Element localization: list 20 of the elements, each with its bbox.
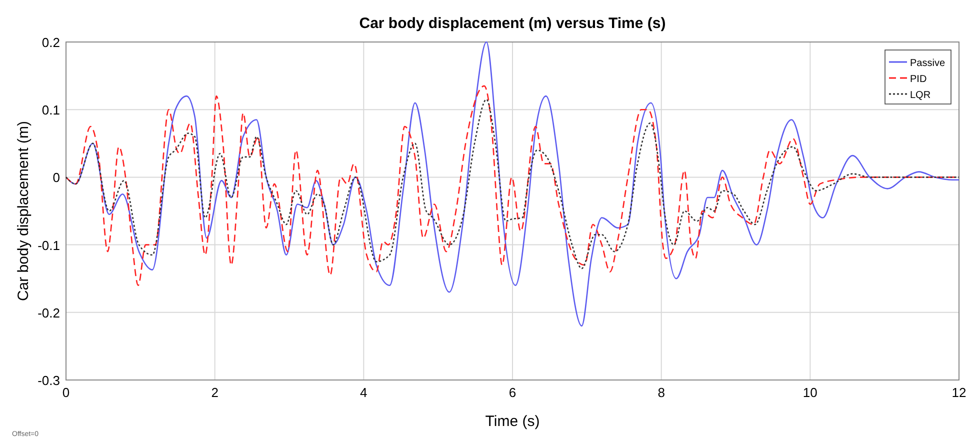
y-tick-label: -0.2 — [38, 305, 60, 320]
chart-title: Car body displacement (m) versus Time (s) — [359, 15, 666, 32]
x-tick-label: 4 — [360, 385, 368, 400]
x-tick-label: 12 — [952, 385, 966, 400]
x-tick-label: 6 — [508, 385, 516, 400]
y-axis-title: Car body displacement (m) — [15, 120, 32, 302]
y-tick-label: -0.1 — [38, 238, 60, 253]
x-tick-label: 2 — [211, 385, 218, 400]
x-axis-title: Time (s) — [485, 413, 540, 430]
y-tick-label: 0.1 — [42, 102, 60, 118]
legend-label: Passive — [910, 58, 946, 69]
y-tick-label: -0.3 — [38, 373, 60, 388]
x-tick-label: 0 — [62, 385, 70, 400]
x-tick-label: 8 — [658, 385, 665, 400]
line-series — [65, 98, 960, 270]
legend-label: LQR — [910, 90, 931, 101]
y-tick-label: 0 — [52, 170, 60, 186]
legend-label: PID — [910, 74, 927, 85]
x-tick-label: 10 — [802, 385, 818, 400]
y-tick-label: 0.2 — [42, 35, 60, 50]
